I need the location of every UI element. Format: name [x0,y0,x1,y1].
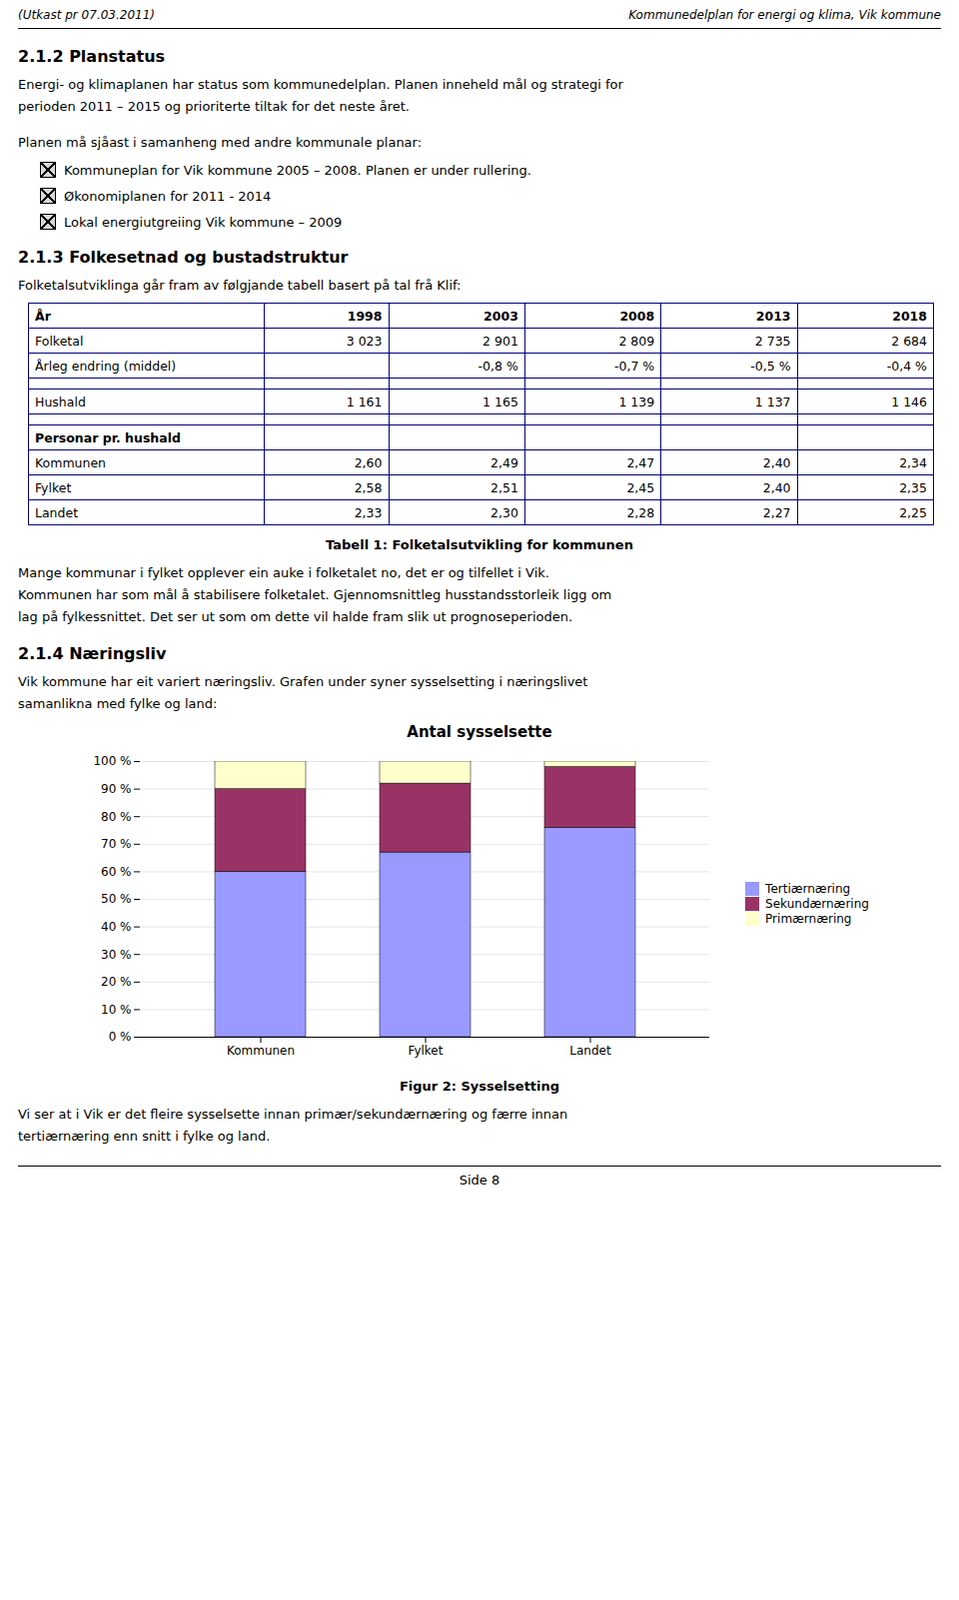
svg-text:Fylket: Fylket [408,1043,444,1058]
html-text:Økonomiplanen for 2011 - 2014: Økonomiplanen for 2011 - 2014 [63,188,272,204]
svg-text:Landet: Landet [569,1043,612,1058]
svg-text:30 %: 30 % [100,948,132,962]
html-text:2013: 2013 [756,308,791,324]
html-text:2,28: 2,28 [626,504,655,520]
html-text:2 684: 2 684 [891,333,928,349]
html-text:2,40: 2,40 [762,479,791,495]
html-text:2008: 2008 [619,308,655,324]
html-text:Energi- og klimaplanen har sta: Energi- og klimaplanen har status som ko… [17,76,624,92]
html-text:Hushald: Hushald [34,394,86,410]
html-text:samanlikna med fylke og land:: samanlikna med fylke og land: [17,696,218,712]
html-text:Kommunedelplan for energi og k: Kommunedelplan for energi og klima, Vik … [628,7,942,22]
html-text:2,34: 2,34 [899,455,928,471]
html-text:Side 8: Side 8 [459,1172,500,1188]
html-text:Kommunen: Kommunen [34,455,106,471]
html-text:2,30: 2,30 [490,504,519,520]
html-text:Tabell 1: Folketalsutvikling f: Tabell 1: Folketalsutvikling for kommune… [325,537,634,553]
html-text:Fylket: Fylket [34,479,72,495]
svg-text:40 %: 40 % [100,920,132,935]
html-text:2003: 2003 [483,308,519,324]
html-text:2,49: 2,49 [490,455,519,471]
html-text:Vik kommune har eit variert næ: Vik kommune har eit variert næringsliv. … [17,674,588,690]
html-text:2.1.3 Folkesetnad og bustadstr: 2.1.3 Folkesetnad og bustadstruktur [17,247,349,267]
html-text:Kommuneplan for Vik kommune 20: Kommuneplan for Vik kommune 2005 – 2008.… [63,162,532,178]
svg-text:80 %: 80 % [100,810,132,825]
html-text:Folketalsutviklinga går fram a: Folketalsutviklinga går fram av følgjand… [17,277,462,293]
html-text:2 901: 2 901 [482,333,519,349]
html-text:År: År [34,308,51,324]
html-text:Planen må sjåast i samanheng m: Planen må sjåast i samanheng med andre k… [17,134,422,150]
html-text:Tertiærnæring: Tertiærnæring [765,881,851,896]
html-text:perioden 2011 – 2015 og priori: perioden 2011 – 2015 og prioriterte tilt… [17,98,410,114]
html-text:-0,5 %: -0,5 % [750,358,791,374]
html-text:2,60: 2,60 [354,455,383,471]
html-text:2 735: 2 735 [755,333,791,349]
html-text:Antal sysselsette: Antal sysselsette [406,723,553,742]
html-text:1 137: 1 137 [755,394,791,410]
html-text:1 161: 1 161 [346,394,383,410]
html-text:Vi ser at i Vik er det fleire: Vi ser at i Vik er det fleire sysselsett… [17,1106,568,1122]
svg-text:Kommunen: Kommunen [226,1043,295,1058]
html-text:Mange kommunar i fylket opplev: Mange kommunar i fylket opplever ein auk… [17,565,550,581]
html-text:1 165: 1 165 [482,394,519,410]
html-text:lag på fylkessnittet. Det ser: lag på fylkessnittet. Det ser ut som om … [17,609,573,625]
html-text:1 146: 1 146 [891,394,928,410]
svg-text:60 %: 60 % [100,865,132,880]
svg-text:20 %: 20 % [100,974,132,989]
html-text:tertiærnæring enn snitt i fylk: tertiærnæring enn snitt i fylke og land. [17,1128,271,1144]
html-text:Årleg endring (middel): Årleg endring (middel) [34,358,177,374]
html-text:Lokal energiutgreiing Vik komm: Lokal energiutgreiing Vik kommune – 2009 [63,214,342,230]
html-text:Folketal: Folketal [34,333,84,349]
svg-text:100 %: 100 % [92,754,131,769]
html-text:2,51: 2,51 [490,479,519,495]
svg-text:70 %: 70 % [100,837,132,852]
html-text:2,45: 2,45 [626,479,655,495]
html-text:-0,8 %: -0,8 % [478,358,519,374]
html-text:Personar pr. hushald: Personar pr. hushald [34,430,181,446]
html-text:Primærnæring: Primærnæring [765,911,852,926]
html-text:(Utkast pr 07.03.2011): (Utkast pr 07.03.2011) [17,7,155,22]
html-text:2.1.2 Planstatus: 2.1.2 Planstatus [17,46,165,66]
svg-text:0 %: 0 % [108,1029,132,1044]
html-text:2,47: 2,47 [626,455,655,471]
html-text:-0,7 %: -0,7 % [614,358,655,374]
html-text:2,58: 2,58 [354,479,383,495]
html-text:1 139: 1 139 [618,394,655,410]
html-text:Sekundærnæring: Sekundærnæring [765,896,869,911]
html-text:2,25: 2,25 [899,504,928,520]
html-text:2 809: 2 809 [618,333,655,349]
html-text:2,33: 2,33 [354,504,383,520]
svg-text:50 %: 50 % [100,892,132,907]
html-text:Figur 2: Sysselsetting: Figur 2: Sysselsetting [399,1078,560,1094]
html-text:2018: 2018 [892,308,928,324]
svg-text:90 %: 90 % [100,782,132,797]
html-text:1998: 1998 [347,308,383,324]
html-text:3 023: 3 023 [346,333,383,349]
html-text:2,35: 2,35 [899,479,928,495]
html-text:2.1.4 Næringsliv: 2.1.4 Næringsliv [17,644,167,664]
html-text:2,27: 2,27 [762,504,791,520]
html-text:Landet: Landet [34,504,79,520]
html-text:-0,4 %: -0,4 % [886,358,928,374]
svg-text:10 %: 10 % [100,1002,132,1017]
html-text:Kommunen har som mål å stabili: Kommunen har som mål å stabilisere folke… [17,587,612,603]
html-text:2,40: 2,40 [762,455,791,471]
